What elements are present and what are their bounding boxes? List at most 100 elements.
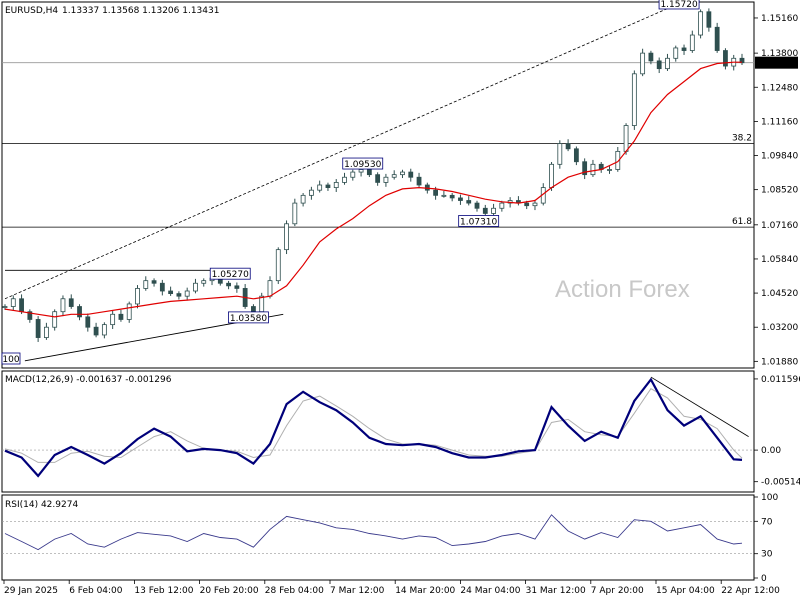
time-tick-label: 7 Mar 12:00: [330, 586, 385, 596]
price-tick-label: 1.15160: [761, 14, 798, 24]
candle-body: [325, 184, 331, 188]
annotation-label-4: 1.03580: [230, 314, 267, 324]
time-tick-label: 20 Feb 20:00: [200, 586, 259, 596]
annotation-box-3: [209, 267, 251, 280]
candle-body: [358, 169, 364, 173]
time-tick-label: 22 Apr 12:00: [721, 586, 780, 596]
candle-body: [383, 176, 389, 183]
macd-panel-frame: [1, 370, 755, 493]
annotation-box-0: [658, 0, 700, 10]
candle-body: [532, 202, 538, 207]
price-tick-label: 1.03200: [761, 323, 798, 333]
candle-body: [590, 163, 596, 176]
candle-body: [135, 288, 140, 305]
candle-body: [623, 125, 629, 152]
price-tick-label: 1.12480: [761, 83, 798, 93]
time-tick-label: 24 Mar 04:00: [460, 586, 520, 596]
candle-body: [433, 189, 439, 196]
candle-body: [350, 171, 356, 178]
chart-symbol: EURUSD,H4: [5, 6, 58, 16]
macd-tick-label: 0.00: [761, 446, 781, 456]
candle-body: [524, 202, 530, 207]
moving-average-line: [4, 61, 742, 318]
candle-body: [607, 169, 612, 171]
candle-body: [366, 169, 372, 176]
candle-body: [723, 50, 728, 67]
candle-body: [565, 143, 571, 150]
candle-body: [491, 207, 496, 214]
macd-trend-line: [650, 376, 749, 437]
time-tick-label: 31 Mar 12:00: [526, 586, 586, 596]
candle-body: [300, 194, 306, 204]
candle-body: [93, 326, 99, 336]
candle-body: [292, 202, 298, 225]
candle-body: [168, 290, 174, 294]
price-tick-label: 1.01880: [761, 357, 798, 367]
candle-body: [714, 26, 720, 51]
price-tick-label: 1.13800: [761, 49, 798, 59]
annotation-box-1: [342, 157, 384, 170]
candle-body: [19, 298, 24, 313]
candle-body: [665, 57, 670, 70]
candle-body: [193, 282, 198, 292]
candle-body: [35, 319, 41, 338]
candle-body: [333, 182, 339, 188]
candle-body: [77, 306, 82, 318]
rsi-panel-frame: [1, 494, 755, 581]
fib-100-label: 100: [2, 355, 19, 365]
dotted-trend-line: [4, 3, 680, 300]
candle-body: [416, 176, 422, 186]
candle-body: [60, 298, 66, 313]
candle-body: [441, 194, 447, 197]
macd-tick-label: -0.005146: [761, 478, 800, 488]
candle-body: [110, 313, 116, 326]
rsi-tick-label: 70: [761, 517, 773, 527]
candle-body: [159, 282, 165, 292]
rsi-tick-label: 100: [761, 493, 778, 503]
time-tick-label: 15 Apr 04:00: [656, 586, 715, 596]
candle-body: [126, 303, 132, 320]
time-tick-label: 7 Apr 20:00: [591, 586, 644, 596]
annotation-label-2: 1.07310: [460, 217, 497, 227]
candle-body: [27, 311, 33, 320]
price-tick-label: 1.04520: [761, 289, 798, 299]
price-tick-label: 1.09840: [761, 152, 798, 162]
time-tick-label: 13 Feb 12:00: [134, 586, 193, 596]
fib-level-label-1: 61.8: [732, 217, 752, 227]
annotation-box-2: [458, 215, 500, 227]
time-tick-label: 14 Mar 20:00: [395, 586, 455, 596]
candle-body: [466, 200, 472, 204]
candle-body: [68, 298, 74, 307]
price-tick-label: 1.08520: [761, 186, 798, 196]
candle-body: [201, 280, 207, 284]
candle-body: [706, 11, 712, 28]
price-tick-label: 1.07160: [761, 221, 798, 231]
time-tick-label: 28 Feb 04:00: [265, 586, 324, 596]
rsi-line: [4, 514, 743, 551]
candle-body: [573, 148, 579, 163]
current-price-value: 1.13431: [761, 59, 798, 69]
rsi-tick-label: 30: [761, 550, 773, 560]
candle-body: [259, 295, 265, 313]
candle-body: [582, 161, 588, 176]
watermark: Action Forex: [555, 276, 690, 303]
annotation-label-1: 1.09530: [344, 160, 381, 170]
candle-body: [449, 194, 455, 199]
price-tick-label: 1.05840: [761, 255, 798, 265]
candle-body: [499, 202, 505, 209]
candle-body: [648, 52, 654, 62]
candle-body: [400, 171, 405, 176]
candle-body: [375, 174, 381, 183]
candle-body: [317, 184, 323, 191]
fib-level-label-0: 38.2: [732, 134, 752, 144]
candle-body: [640, 52, 646, 75]
macd-line: [4, 377, 743, 478]
candle-body: [482, 207, 488, 214]
candle-body: [681, 47, 687, 51]
candle-body: [549, 163, 554, 188]
candle-body: [673, 47, 679, 59]
candle-body: [143, 280, 149, 289]
